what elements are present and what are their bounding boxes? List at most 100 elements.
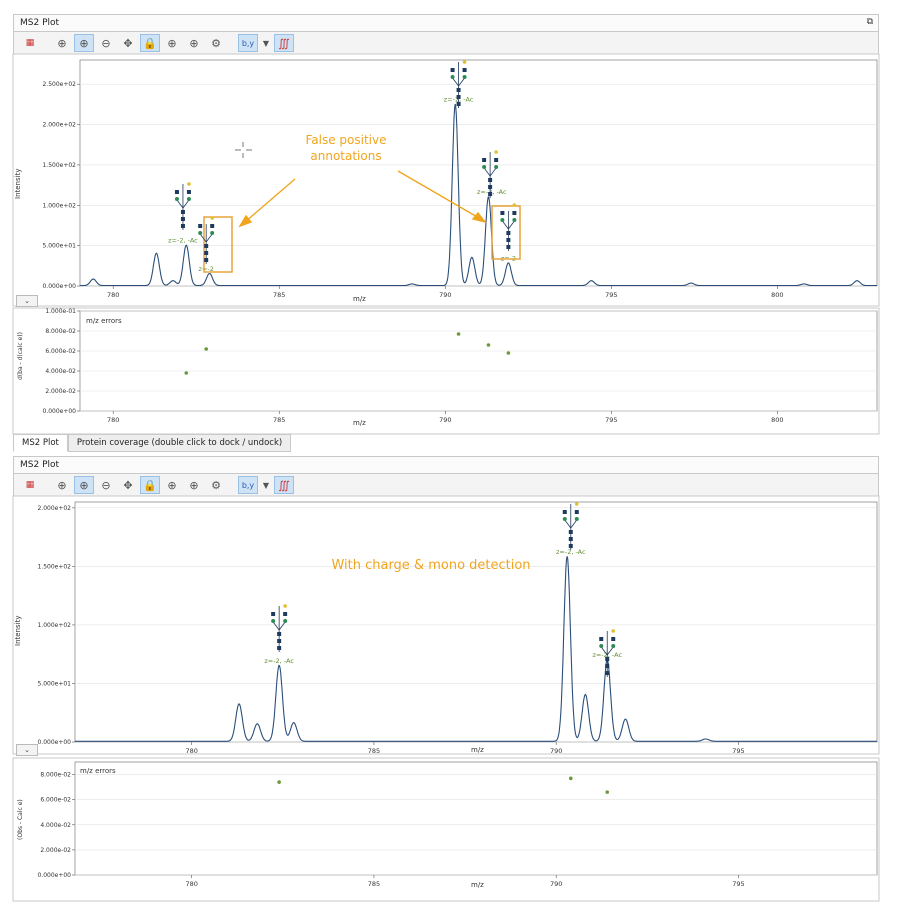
gear-icon[interactable]: ⚙ xyxy=(211,478,221,492)
annotation-arrows xyxy=(238,170,487,228)
zoom-in-active-icon[interactable]: ⊕ xyxy=(74,476,94,494)
y-axis-label: Intensity xyxy=(14,616,22,646)
annotate-icon[interactable]: ▦ xyxy=(25,38,35,48)
y-axis-label: Intensity xyxy=(14,169,22,199)
collapse-button[interactable]: ⌄ xyxy=(16,295,38,307)
lock-icon[interactable]: 🔒 xyxy=(140,34,160,52)
mz-errors-plot[interactable]: 0.000e+00 2.000e-02 4.000e-02 6.000e-02 8.00… xyxy=(12,757,880,902)
plot-toolbar: ▦ ⊕ ⊕ ⊖ ✥ 🔒 ⊕ ⊕ ⚙ b,y ▼ ∭ xyxy=(13,474,879,496)
x-tick-label: 790 xyxy=(439,291,451,299)
zoom-in-active-icon[interactable]: ⊕ xyxy=(74,34,94,52)
y-tick-label: 1.000e+02 xyxy=(42,202,76,209)
y-tick-label: 0.000e+00 xyxy=(37,739,71,746)
x-tick-label: 790 xyxy=(439,416,451,424)
errors-x-label: m/z xyxy=(353,419,366,427)
zoom-x-icon[interactable]: ⊕ xyxy=(167,478,177,492)
y-tick-label: 4.000e-02 xyxy=(45,368,76,375)
error-point xyxy=(568,776,573,781)
zoom-in-icon[interactable]: ⊕ xyxy=(57,36,67,50)
ms2-plot-panel-top: MS2 Plot ⧉ ▦ ⊕ ⊕ ⊖ ✥ 🔒 ⊕ ⊕ ⚙ b,y ▼ ∭ 0.0… xyxy=(12,14,880,452)
crosshair-cursor xyxy=(235,142,252,158)
ion-type-icon[interactable]: b,y xyxy=(238,476,258,494)
error-point xyxy=(456,332,461,336)
x-tick-label: 780 xyxy=(185,880,197,888)
glycan-box-left xyxy=(203,216,233,273)
annotation-charge-mono: With charge & mono detection xyxy=(331,558,530,573)
error-point xyxy=(204,347,208,351)
error-point xyxy=(277,780,281,784)
dropdown-icon[interactable]: ▼ xyxy=(262,38,270,48)
y-tick-label: 6.000e-02 xyxy=(40,797,71,804)
y-tick-label: 6.000e-02 xyxy=(45,348,76,355)
glycan-structures xyxy=(271,502,616,677)
error-point xyxy=(506,351,511,355)
x-tick-label: 780 xyxy=(107,291,119,299)
gear-icon[interactable]: ⚙ xyxy=(211,36,221,50)
lock-icon[interactable]: 🔒 xyxy=(140,476,160,494)
tab-ms2-plot[interactable]: MS2 Plot xyxy=(13,434,68,452)
error-point xyxy=(184,371,189,375)
peak-annotation-label: z=-2 xyxy=(199,265,214,273)
zoom-out-icon[interactable]: ⊖ xyxy=(101,478,111,492)
x-tick-label: 780 xyxy=(107,416,119,424)
mz-errors-plot[interactable]: 0.000e+00 2.000e-02 4.000e-02 6.000e-02 8.00… xyxy=(12,307,880,435)
x-tick-label: 795 xyxy=(605,291,617,299)
glycan-structures xyxy=(174,60,517,264)
pan-icon[interactable]: ✥ xyxy=(123,36,133,50)
y-tick-label: 2.000e+02 xyxy=(37,505,71,512)
errors-title: m/z errors xyxy=(86,317,122,325)
y-tick-label: 0.000e+00 xyxy=(42,408,76,415)
x-tick-label: 785 xyxy=(273,291,285,299)
ms2-plot-panel-bottom: MS2 Plot ▦ ⊕ ⊕ ⊖ ✥ 🔒 ⊕ ⊕ ⚙ b,y ▼ ∭ 0.000… xyxy=(12,456,880,902)
pan-icon[interactable]: ✥ xyxy=(123,478,133,492)
y-tick-label: 0.000e+00 xyxy=(37,872,71,879)
y-tick-label: 4.000e-02 xyxy=(40,822,71,829)
panel-title: MS2 Plot xyxy=(20,18,60,28)
glycan-box-right xyxy=(491,205,521,260)
x-tick-label: 790 xyxy=(550,880,562,888)
y-tick-label: 2.000e-02 xyxy=(40,847,71,854)
undock-icon[interactable]: ⧉ xyxy=(866,17,873,27)
ion-type-icon[interactable]: b,y xyxy=(238,34,258,52)
dropdown-icon[interactable]: ▼ xyxy=(262,480,270,490)
errors-y-label: d(ba - d(calc e)) xyxy=(17,332,24,380)
collapse-button[interactable]: ⌄ xyxy=(16,744,38,756)
x-tick-label: 800 xyxy=(771,416,783,424)
peak-annotation-label: z=-2, -Ac xyxy=(556,548,586,556)
tab-protein-coverage[interactable]: Protein coverage (double click to dock /… xyxy=(67,434,292,452)
zoom-y-icon[interactable]: ⊕ xyxy=(189,478,199,492)
zoom-in-icon[interactable]: ⊕ xyxy=(57,478,67,492)
error-point xyxy=(605,790,610,794)
y-tick-label: 5.000e+01 xyxy=(42,243,76,250)
x-tick-label: 785 xyxy=(368,880,380,888)
y-tick-label: 2.000e-02 xyxy=(45,388,76,395)
errors-title: m/z errors xyxy=(80,767,116,775)
y-tick-label: 1.000e-01 xyxy=(45,308,76,315)
zoom-out-icon[interactable]: ⊖ xyxy=(101,36,111,50)
x-tick-label: 800 xyxy=(771,291,783,299)
plot-toolbar: ▦ ⊕ ⊕ ⊖ ✥ 🔒 ⊕ ⊕ ⚙ b,y ▼ ∭ xyxy=(13,32,879,54)
spectrum-line xyxy=(75,556,877,742)
zoom-x-icon[interactable]: ⊕ xyxy=(167,36,177,50)
peaks-icon[interactable]: ∭ xyxy=(274,34,294,52)
panel-title-bar: MS2 Plot xyxy=(13,456,879,474)
y-tick-label: 2.000e+02 xyxy=(42,122,76,129)
spectrum-line xyxy=(80,103,877,287)
error-point xyxy=(486,343,491,347)
spectrum-plot[interactable]: 0.000e+00 5.000e+01 1.000e+02 1.500e+02 2.00… xyxy=(12,495,880,755)
spectrum-plot[interactable]: 0.000e+00 5.000e+01 1.000e+02 1.500e+02 2.00… xyxy=(12,53,880,307)
y-tick-label: 0.000e+00 xyxy=(42,283,76,290)
x-tick-label: 785 xyxy=(273,416,285,424)
y-tick-label: 8.000e-02 xyxy=(45,328,76,335)
y-tick-label: 2.500e+02 xyxy=(42,81,76,88)
x-tick-label: 780 xyxy=(185,747,197,755)
peak-annotation-label: z=-2, -Ac xyxy=(264,657,294,665)
panel-title-bar: MS2 Plot ⧉ xyxy=(13,14,879,32)
x-tick-label: 795 xyxy=(732,747,744,755)
annotate-icon[interactable]: ▦ xyxy=(25,480,35,490)
peaks-icon[interactable]: ∭ xyxy=(274,476,294,494)
x-axis-label: m/z xyxy=(471,746,484,754)
zoom-y-icon[interactable]: ⊕ xyxy=(189,36,199,50)
y-tick-label: 1.500e+02 xyxy=(42,162,76,169)
errors-x-label: m/z xyxy=(471,881,484,889)
